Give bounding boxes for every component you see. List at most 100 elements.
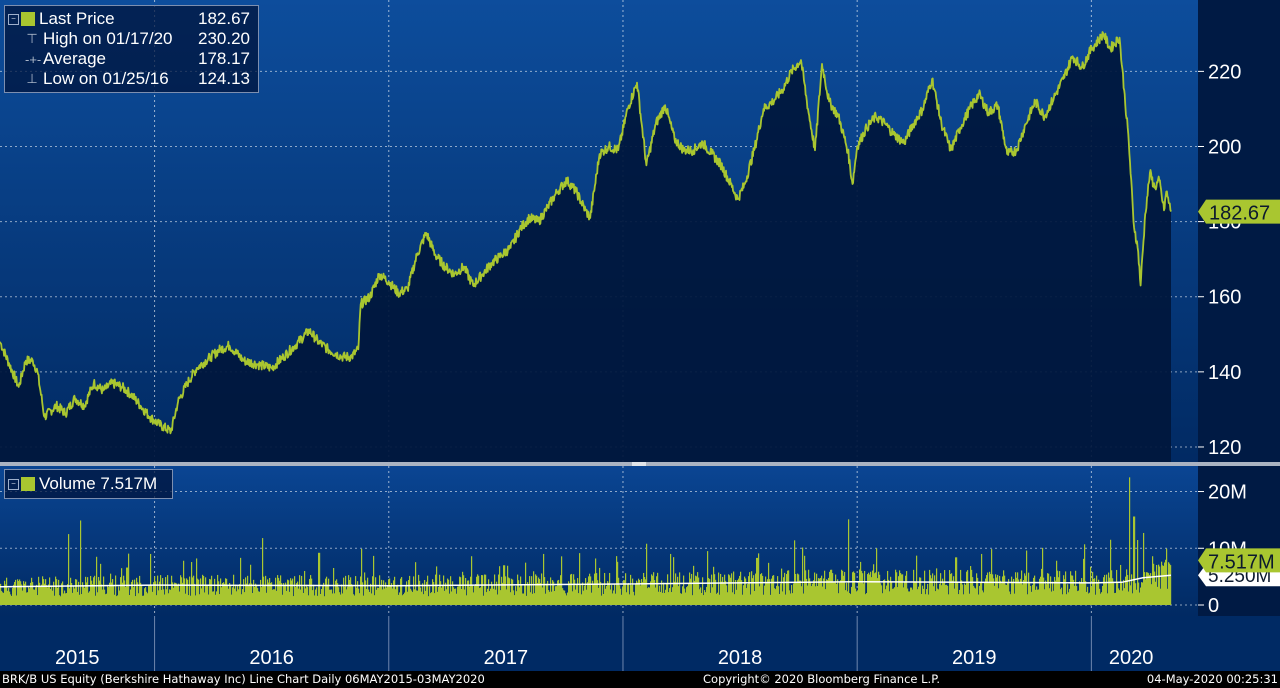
volume-bar [606, 585, 608, 605]
volume-bar [1142, 582, 1144, 605]
volume-bar [122, 582, 124, 605]
volume-bar [935, 591, 937, 605]
volume-bar [103, 576, 105, 605]
volume-bar [516, 591, 518, 605]
volume-bar [577, 578, 579, 605]
volume-bar [1014, 593, 1016, 605]
volume-bar [731, 573, 733, 605]
volume-bar [9, 591, 11, 605]
volume-bar [755, 573, 757, 605]
volume-bar [161, 589, 163, 605]
volume-bar [329, 589, 331, 605]
volume-bar [133, 587, 135, 605]
volume-bar [663, 582, 665, 605]
volume-bar [1046, 584, 1048, 605]
volume-bar [456, 593, 458, 605]
volume-bar [753, 575, 755, 605]
volume-bar [597, 580, 599, 605]
volume-bar [414, 589, 416, 605]
volume-bar [364, 572, 366, 605]
volume-bar [765, 576, 767, 605]
volume-bar [688, 583, 690, 605]
volume-bar [1035, 589, 1037, 605]
collapse-toggle-icon[interactable]: − [8, 13, 19, 25]
volume-bar [889, 591, 891, 605]
volume-bar [761, 573, 763, 605]
volume-bar [586, 589, 588, 605]
volume-bar [1147, 572, 1149, 605]
volume-bar [736, 589, 738, 605]
volume-bar [598, 587, 600, 605]
volume-bar [166, 589, 168, 605]
volume-bar [1057, 570, 1059, 605]
volume-bar [48, 584, 50, 605]
volume-bar [197, 578, 199, 605]
volume-bar [883, 580, 885, 605]
legend-row-low: ⊥ Low on 01/25/16 124.13 [5, 69, 258, 89]
volume-bar [73, 585, 75, 605]
volume-bar [766, 582, 768, 605]
legend-label: High on 01/17/20 [43, 29, 173, 48]
volume-bar [179, 591, 181, 605]
volume-bar [68, 534, 70, 605]
volume-bar [521, 584, 523, 605]
volume-bar [544, 577, 546, 605]
volume-bar [539, 579, 541, 605]
volume-bar [751, 571, 753, 605]
volume-bar [911, 587, 913, 605]
volume-bar [654, 580, 656, 605]
volume-bar [525, 562, 527, 605]
volume-bar [1132, 593, 1134, 605]
volume-bar [291, 580, 293, 605]
volume-bar [493, 588, 495, 605]
volume-bar [871, 577, 873, 605]
volume-bar [726, 585, 728, 605]
volume-bar [560, 575, 562, 605]
volume-bar [582, 582, 584, 605]
volume-bar [855, 588, 857, 605]
volume-bar [653, 572, 655, 605]
volume-bar [339, 592, 341, 605]
volume-bar [771, 578, 773, 605]
volume-bar [244, 592, 246, 605]
volume-bar [274, 589, 276, 605]
volume-bar [520, 576, 522, 605]
volume-bar [551, 591, 553, 605]
volume-bar [423, 594, 425, 605]
volume-bar [833, 582, 835, 605]
volume-bar [512, 579, 514, 605]
volume-bar [1102, 585, 1104, 605]
volume-bar [437, 591, 439, 605]
volume-bar [1067, 584, 1069, 605]
panel-resize-handle[interactable] [632, 462, 646, 466]
volume-bar [271, 582, 273, 605]
volume-bar [400, 578, 402, 605]
volume-bar [216, 591, 218, 605]
collapse-toggle-icon[interactable]: − [8, 478, 19, 490]
volume-bar [1053, 590, 1055, 605]
volume-bar [827, 579, 829, 605]
volume-bar [1030, 585, 1032, 605]
volume-bar [879, 574, 881, 605]
volume-bar [336, 579, 338, 605]
volume-bar [324, 596, 326, 605]
volume-bar [43, 579, 45, 605]
volume-bar [919, 577, 921, 605]
volume-bar [465, 578, 467, 605]
volume-bar [552, 580, 554, 605]
volume-bar [1126, 569, 1128, 605]
volume-bar [725, 580, 727, 605]
volume-bar [262, 538, 264, 605]
volume-bar [182, 582, 184, 605]
volume-bar [67, 584, 69, 605]
volume-bar [351, 584, 353, 605]
volume-bar [346, 589, 348, 605]
volume-bar [803, 593, 805, 605]
volume-bar [1158, 564, 1160, 605]
volume-bar [369, 591, 371, 605]
volume-bar [564, 590, 566, 605]
volume-bar [36, 584, 38, 605]
volume-bar [812, 583, 814, 605]
volume-bar [330, 589, 332, 605]
volume-bar [202, 574, 204, 605]
